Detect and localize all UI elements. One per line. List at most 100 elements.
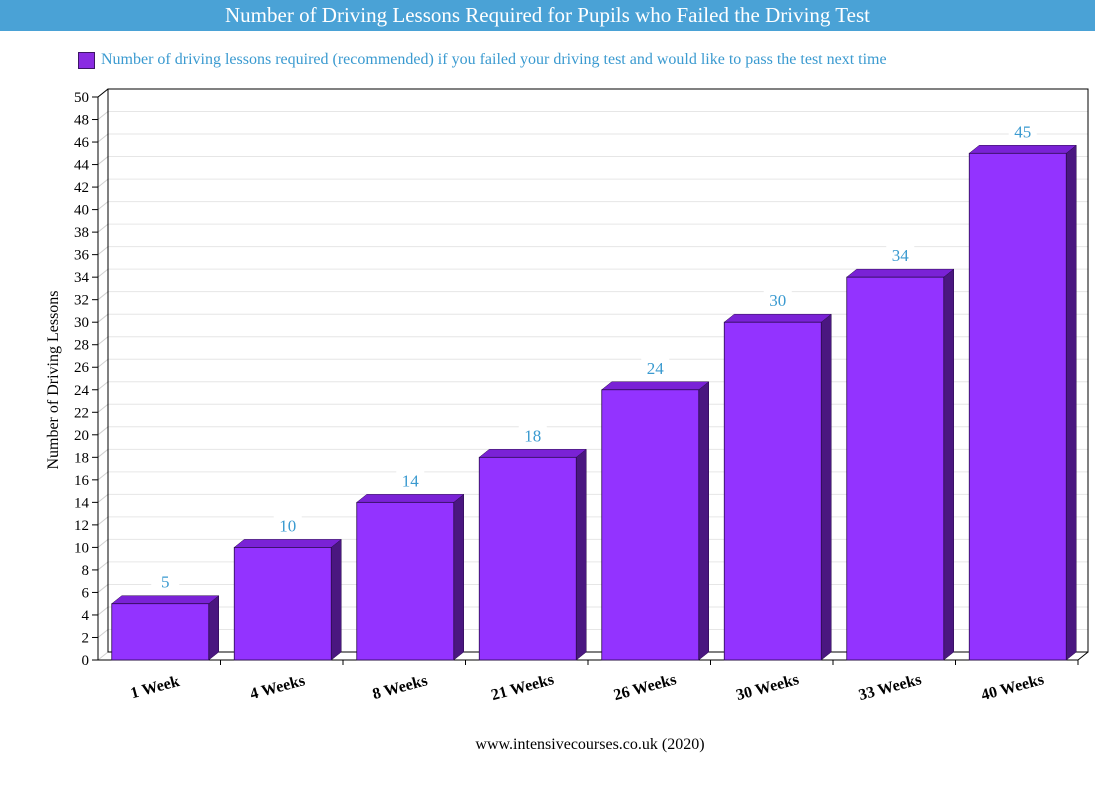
x-tick-label: 21 Weeks bbox=[489, 671, 555, 704]
x-tick-label: 26 Weeks bbox=[612, 671, 678, 704]
data-label: 18 bbox=[524, 426, 541, 445]
data-labels: 5 10 14 18 24 30 34 45 bbox=[151, 121, 1037, 592]
y-tick-label: 48 bbox=[74, 113, 89, 129]
bar-top bbox=[233, 539, 342, 548]
source-footer: www.intensivecourses.co.uk (2020) bbox=[475, 736, 705, 753]
data-label: 45 bbox=[1014, 122, 1031, 141]
plot-frame bbox=[107, 88, 1089, 653]
y-tick-label: 24 bbox=[74, 383, 90, 399]
data-label-bg bbox=[273, 515, 302, 535]
bar-top bbox=[601, 381, 710, 391]
y-tick-label: 44 bbox=[74, 158, 90, 174]
gridline-side bbox=[97, 133, 109, 143]
x-tick-labels: 1 Week 4 Weeks 8 Weeks 21 Weeks 26 Weeks 30 W… bbox=[129, 671, 1046, 704]
gridline-side bbox=[97, 358, 109, 368]
y-tick-label: 4 bbox=[82, 608, 90, 624]
y-tick-label: 30 bbox=[74, 315, 89, 331]
y-tick-labels: 0246810121416182022242628303234363840424… bbox=[74, 90, 90, 669]
bar-top bbox=[111, 595, 220, 604]
gridline-side bbox=[97, 381, 109, 391]
data-label: 30 bbox=[769, 291, 786, 310]
bar bbox=[723, 321, 822, 661]
bar bbox=[601, 389, 700, 661]
y-tick-label: 22 bbox=[74, 405, 89, 421]
floor-edge bbox=[1077, 651, 1089, 661]
bar-side bbox=[698, 381, 709, 661]
gridline-side bbox=[97, 516, 109, 526]
gridline-side bbox=[97, 426, 109, 436]
y-tick-label: 16 bbox=[74, 473, 90, 489]
axis-corner bbox=[97, 88, 109, 98]
y-tick-label: 34 bbox=[74, 270, 90, 286]
y-tick-label: 32 bbox=[74, 293, 89, 309]
bar-top bbox=[478, 449, 587, 458]
data-label: 5 bbox=[161, 573, 170, 592]
bar-top bbox=[723, 313, 832, 323]
y-tick-label: 46 bbox=[74, 135, 90, 151]
bar bbox=[846, 276, 945, 661]
bar-side bbox=[331, 538, 342, 661]
bar-side bbox=[1066, 144, 1077, 661]
gridline-side bbox=[97, 178, 109, 188]
bar-top bbox=[846, 268, 955, 278]
data-label-bg bbox=[518, 425, 547, 445]
bars bbox=[111, 144, 1077, 661]
gridline-side bbox=[97, 156, 109, 165]
y-tick-label: 36 bbox=[74, 248, 90, 264]
gridline-side bbox=[97, 471, 109, 481]
x-tick-label: 8 Weeks bbox=[371, 672, 430, 703]
data-label: 24 bbox=[647, 359, 665, 378]
gridline-side bbox=[97, 246, 109, 256]
bar-side bbox=[821, 313, 832, 661]
gridline-side bbox=[97, 539, 109, 548]
y-tick-label: 26 bbox=[74, 360, 90, 376]
gridline-side bbox=[97, 629, 109, 638]
y-tick-label: 42 bbox=[74, 180, 89, 196]
data-label: 14 bbox=[402, 471, 420, 490]
gridline-side bbox=[97, 291, 109, 301]
data-label-bg bbox=[641, 357, 670, 377]
gridline-side bbox=[97, 201, 109, 210]
gridline-side bbox=[97, 403, 109, 413]
x-tick-label: 30 Weeks bbox=[734, 671, 800, 704]
data-label: 10 bbox=[279, 516, 296, 535]
bar-side bbox=[453, 493, 464, 661]
y-tick-label: 40 bbox=[74, 203, 89, 219]
gridline-side bbox=[97, 336, 109, 346]
y-tick-label: 50 bbox=[74, 90, 89, 106]
legend-swatch bbox=[78, 51, 95, 69]
gridline-side bbox=[97, 268, 109, 278]
data-label-bg bbox=[763, 290, 792, 310]
y-tick-label: 10 bbox=[74, 540, 89, 556]
y-tick-label: 6 bbox=[82, 585, 90, 601]
gridline-side bbox=[97, 606, 109, 616]
chart-title: Number of Driving Lessons Required for P… bbox=[0, 0, 1095, 31]
gridline-side bbox=[97, 223, 109, 233]
gridline-side bbox=[97, 584, 109, 593]
y-tick-label: 18 bbox=[74, 450, 89, 466]
y-axis-label: Number of Driving Lessons bbox=[45, 290, 62, 469]
gridline-side bbox=[97, 111, 109, 120]
y-tick-label: 0 bbox=[82, 653, 90, 669]
bar-side bbox=[208, 595, 219, 661]
data-label-bg bbox=[151, 571, 180, 591]
legend: Number of driving lessons required (reco… bbox=[78, 50, 887, 70]
data-label: 34 bbox=[892, 246, 910, 265]
x-tick-label: 4 Weeks bbox=[248, 672, 307, 703]
bar-side bbox=[943, 268, 954, 661]
gridline-side bbox=[97, 313, 109, 323]
data-label-bg bbox=[396, 470, 425, 490]
data-label-bg bbox=[886, 245, 915, 265]
bar bbox=[968, 152, 1067, 661]
legend-label: Number of driving lessons required (reco… bbox=[101, 51, 887, 68]
bar bbox=[478, 456, 577, 661]
gridline-side bbox=[97, 561, 109, 571]
gridline-side bbox=[97, 651, 109, 661]
bar-top bbox=[356, 494, 465, 503]
x-tick-label: 33 Weeks bbox=[857, 671, 923, 704]
y-tick-label: 28 bbox=[74, 338, 89, 354]
y-tick-label: 38 bbox=[74, 225, 89, 241]
bar bbox=[356, 501, 455, 661]
x-tick-label: 40 Weeks bbox=[979, 671, 1045, 704]
